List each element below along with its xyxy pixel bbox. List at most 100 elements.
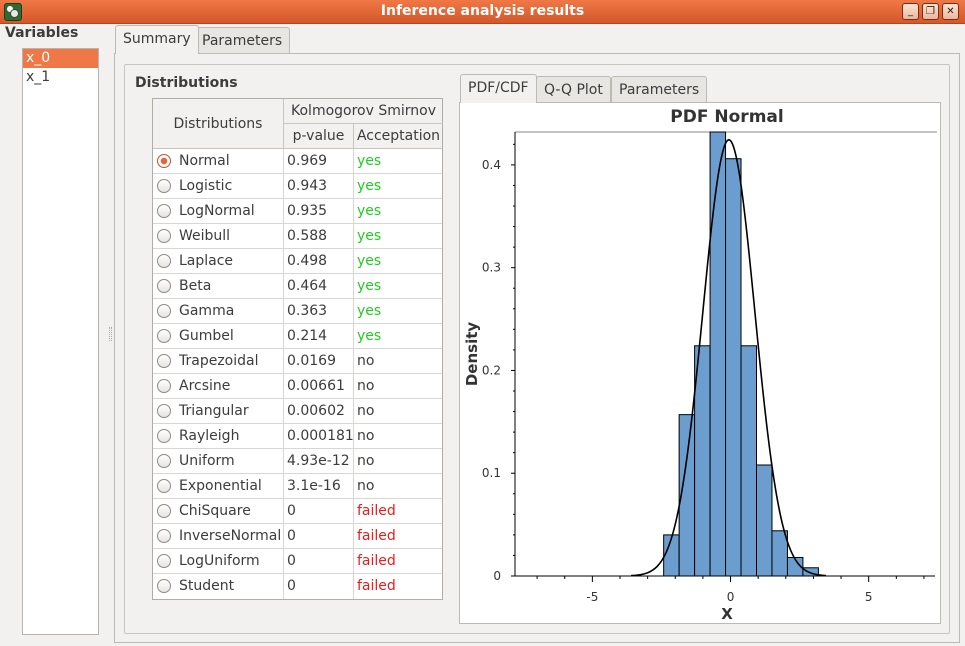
- radio-button[interactable]: [157, 379, 171, 393]
- distribution-name: Exponential: [179, 478, 262, 494]
- table-row[interactable]: Gumbel 0.214 yes: [153, 324, 442, 349]
- pvalue-cell: 0: [284, 524, 354, 549]
- table-row[interactable]: LogUniform 0 failed: [153, 549, 442, 574]
- distribution-cell[interactable]: ChiSquare: [153, 499, 284, 524]
- table-row[interactable]: Triangular 0.00602 no: [153, 399, 442, 424]
- distribution-cell[interactable]: LogNormal: [153, 199, 284, 224]
- table-row[interactable]: Rayleigh 0.000181 no: [153, 424, 442, 449]
- splitter-handle[interactable]: [109, 327, 112, 341]
- pvalue-cell: 0.000181: [284, 424, 354, 449]
- variable-item-x1[interactable]: x_1: [26, 69, 51, 85]
- distribution-name: Uniform: [179, 453, 235, 469]
- table-row[interactable]: LogNormal 0.935 yes: [153, 199, 442, 224]
- header-pvalue[interactable]: p-value: [284, 124, 354, 149]
- acceptation-cell: no: [357, 478, 375, 494]
- acceptation-cell: yes: [357, 303, 382, 319]
- distribution-name: LogNormal: [179, 203, 255, 219]
- table-row[interactable]: Student 0 failed: [153, 574, 442, 599]
- distribution-cell[interactable]: Student: [153, 574, 284, 599]
- tab-parameters[interactable]: Parameters: [194, 27, 291, 53]
- acceptation-cell: yes: [357, 178, 382, 194]
- table-row[interactable]: Exponential 3.1e-16 no: [153, 474, 442, 499]
- acceptation-cell: no: [357, 353, 375, 369]
- distribution-cell[interactable]: Triangular: [153, 399, 284, 424]
- radio-button[interactable]: [157, 429, 171, 443]
- table-row[interactable]: Trapezoidal 0.0169 no: [153, 349, 442, 374]
- radio-button[interactable]: [157, 204, 171, 218]
- radio-button[interactable]: [157, 179, 171, 193]
- radio-button[interactable]: [157, 304, 171, 318]
- acceptation-cell: no: [357, 453, 375, 469]
- distribution-cell[interactable]: Trapezoidal: [153, 349, 284, 374]
- table-row[interactable]: Logistic 0.943 yes: [153, 174, 442, 199]
- table-row[interactable]: Weibull 0.588 yes: [153, 224, 442, 249]
- table-row[interactable]: Laplace 0.498 yes: [153, 249, 442, 274]
- distribution-cell[interactable]: Weibull: [153, 224, 284, 249]
- app-icon: [4, 3, 22, 21]
- radio-button[interactable]: [157, 554, 171, 568]
- tab-summary[interactable]: Summary: [115, 25, 199, 54]
- radio-button[interactable]: [157, 479, 171, 493]
- maximize-button[interactable]: ❐: [922, 3, 939, 20]
- acceptation-cell: no: [357, 428, 375, 444]
- radio-button[interactable]: [157, 254, 171, 268]
- tab-plot-parameters[interactable]: Parameters: [611, 76, 708, 102]
- radio-button[interactable]: [157, 229, 171, 243]
- table-row[interactable]: Gamma 0.363 yes: [153, 299, 442, 324]
- distribution-cell[interactable]: LogUniform: [153, 549, 284, 574]
- distribution-cell[interactable]: Gamma: [153, 299, 284, 324]
- acceptation-cell: yes: [357, 203, 382, 219]
- radio-button[interactable]: [157, 529, 171, 543]
- table-row[interactable]: Beta 0.464 yes: [153, 274, 442, 299]
- minimize-button[interactable]: _: [902, 3, 919, 20]
- pvalue-cell: 0.498: [284, 249, 354, 274]
- pvalue-cell: 0: [284, 499, 354, 524]
- pvalue-cell: 0.943: [284, 174, 354, 199]
- table-row[interactable]: Uniform 4.93e-12 no: [153, 449, 442, 474]
- radio-button[interactable]: [157, 329, 171, 343]
- radio-button[interactable]: [157, 354, 171, 368]
- table-row[interactable]: ChiSquare 0 failed: [153, 499, 442, 524]
- distribution-name: InverseNormal: [179, 528, 282, 544]
- pvalue-cell: 0.00661: [284, 374, 354, 399]
- x-tick-label: 0: [727, 590, 735, 604]
- pvalue-cell: 0.969: [284, 149, 354, 174]
- header-distributions[interactable]: Distributions: [153, 99, 284, 149]
- histogram-bar: [756, 464, 773, 577]
- distribution-cell[interactable]: Rayleigh: [153, 424, 284, 449]
- distribution-cell[interactable]: InverseNormal: [153, 524, 284, 549]
- distribution-cell[interactable]: Logistic: [153, 174, 284, 199]
- radio-button[interactable]: [157, 579, 171, 593]
- distribution-name: Weibull: [179, 228, 231, 244]
- radio-button[interactable]: [157, 454, 171, 468]
- radio-button[interactable]: [157, 154, 171, 168]
- distribution-cell[interactable]: Gumbel: [153, 324, 284, 349]
- radio-button[interactable]: [157, 279, 171, 293]
- variables-list[interactable]: x_0 x_1: [22, 48, 99, 635]
- distribution-cell[interactable]: Arcsine: [153, 374, 284, 399]
- table-row[interactable]: Arcsine 0.00661 no: [153, 374, 442, 399]
- radio-button[interactable]: [157, 404, 171, 418]
- pvalue-cell: 0: [284, 549, 354, 574]
- distribution-cell[interactable]: Exponential: [153, 474, 284, 499]
- distribution-cell[interactable]: Beta: [153, 274, 284, 299]
- acceptation-cell: yes: [357, 253, 382, 269]
- distribution-name: Rayleigh: [179, 428, 240, 444]
- histogram-bars: [663, 131, 819, 577]
- histogram-bar: [694, 345, 711, 577]
- radio-button[interactable]: [157, 504, 171, 518]
- distribution-cell[interactable]: Laplace: [153, 249, 284, 274]
- distribution-cell[interactable]: Normal: [153, 149, 284, 174]
- acceptation-cell: no: [357, 378, 375, 394]
- table-row[interactable]: Normal 0.969 yes: [153, 149, 442, 174]
- header-acceptation[interactable]: Acceptation: [356, 128, 441, 144]
- histogram-bar: [771, 530, 788, 577]
- table-row[interactable]: InverseNormal 0 failed: [153, 524, 442, 549]
- tab-qq-plot[interactable]: Q-Q Plot: [536, 76, 611, 102]
- header-kolmogorov-smirnov: Kolmogorov Smirnov: [284, 99, 443, 124]
- variable-item-x0[interactable]: x_0: [23, 49, 98, 68]
- distribution-cell[interactable]: Uniform: [153, 449, 284, 474]
- close-button[interactable]: ✕: [942, 3, 959, 20]
- tab-pdf-cdf[interactable]: PDF/CDF: [460, 74, 537, 103]
- histogram-bar: [663, 534, 680, 577]
